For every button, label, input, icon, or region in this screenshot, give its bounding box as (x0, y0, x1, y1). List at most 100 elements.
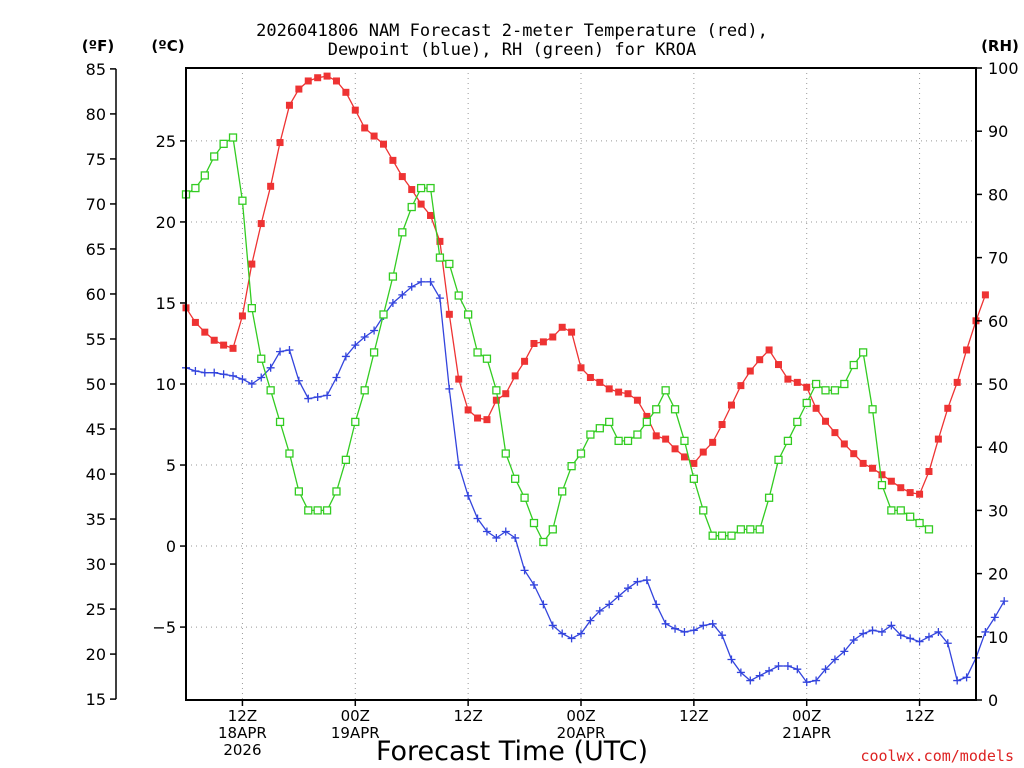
2-meter-temperature-point (925, 468, 933, 476)
dewpoint-point (887, 621, 896, 630)
celsius-tick-label: 15 (156, 294, 176, 313)
dewpoint-point (990, 613, 999, 622)
x-tick-label: 00Z (792, 707, 821, 725)
2-meter-temperature-point (737, 382, 745, 390)
fahrenheit-tick-label: 25 (86, 600, 106, 619)
rh-point (717, 531, 727, 540)
rh-point (586, 430, 595, 439)
rh-point (896, 506, 905, 515)
rh-tick-label: 90 (988, 122, 1008, 141)
rh-point (821, 386, 830, 395)
rh-point (445, 259, 454, 269)
2-meter-temperature-point (323, 72, 331, 80)
rh-point (840, 379, 849, 389)
dewpoint-point (454, 461, 463, 470)
chart-title-line-1: 2026041806 NAM Forecast 2-meter Temperat… (256, 21, 768, 41)
rh-point (539, 537, 548, 547)
2-meter-temperature-point (380, 140, 387, 148)
rh-point (614, 436, 623, 446)
fahrenheit-tick-label: 55 (86, 330, 106, 349)
dewpoint-point (247, 380, 256, 388)
dewpoint-point (633, 577, 642, 586)
x-tick-label: 12Z (679, 707, 708, 725)
dewpoint-point (558, 629, 567, 638)
2-meter-temperature-point (840, 440, 848, 448)
2-meter-temperature-point (793, 378, 801, 386)
rh-point (351, 417, 360, 427)
rh-point (915, 518, 924, 528)
rh-point (906, 512, 915, 521)
2-meter-temperature-point (474, 414, 482, 422)
2-meter-temperature-point (464, 406, 472, 414)
2-meter-temperature-point (718, 421, 726, 429)
dewpoint-point (586, 616, 595, 625)
rh-point (501, 449, 510, 458)
rh-point (623, 436, 633, 446)
dewpoint-point (830, 655, 839, 664)
rh-point (473, 348, 482, 357)
dewpoint-point (718, 631, 727, 640)
fahrenheit-tick-label: 40 (86, 465, 106, 484)
2-meter-temperature-point (238, 312, 246, 320)
dewpoint-point (614, 592, 623, 601)
rh-point (294, 487, 304, 496)
2-meter-temperature-point (267, 182, 275, 190)
2-meter-temperature-point (285, 101, 293, 109)
dewpoint-point (661, 619, 670, 628)
2-meter-temperature-point (361, 124, 369, 132)
rh-tick-label: 60 (988, 312, 1008, 331)
rh-tick-label: 10 (988, 628, 1008, 647)
2-meter-temperature-point (699, 448, 707, 456)
dewpoint-point (511, 533, 520, 542)
dewpoint-point (840, 647, 849, 656)
rh-tick-label: 50 (988, 375, 1008, 394)
dewpoint-point (1000, 597, 1009, 606)
rh-point (238, 196, 247, 205)
2-meter-temperature-point (539, 338, 547, 346)
2-meter-temperature-point (934, 435, 942, 443)
dewpoint-point (219, 370, 228, 379)
2-meter-temperature-point (210, 336, 218, 344)
fahrenheit-tick-label: 30 (86, 555, 106, 574)
rh-tick-label: 20 (988, 565, 1008, 584)
2-meter-temperature-point (549, 333, 557, 341)
rh-point (529, 518, 539, 528)
dewpoint-point (680, 627, 689, 636)
chart-title-line-2: Dewpoint (blue), RH (green) for KROA (328, 40, 696, 60)
2-meter-temperature-point (201, 328, 209, 336)
rh-point (247, 304, 256, 313)
fahrenheit-tick-label: 35 (86, 510, 106, 529)
2-meter-temperature-point (436, 237, 444, 245)
credit-text: coolwx.com/models (860, 747, 1014, 765)
2-meter-temperature-point (229, 344, 237, 352)
dewpoint-point (877, 627, 886, 636)
dewpoint-point (388, 298, 397, 307)
rh-point (708, 531, 717, 540)
x-tick-label: 19APR (331, 724, 380, 742)
dewpoint-point (332, 373, 341, 382)
dewpoint-point (417, 277, 426, 286)
dewpoint-point (708, 619, 717, 628)
dewpoint-point (229, 371, 238, 380)
fahrenheit-tick-label: 80 (86, 105, 106, 124)
dewpoint-point (548, 621, 557, 630)
dewpoint-point (501, 527, 510, 536)
dewpoint-point (285, 345, 294, 354)
axes-layer: −5 0 5 10 15 20 25 15 20 25 30 35 40 45 50 55 60 65 70 75 80… (86, 59, 1019, 759)
2-meter-temperature-point (191, 318, 199, 326)
rh-point (576, 449, 586, 458)
dewpoint-line (185, 281, 1005, 683)
rh-point (210, 152, 219, 161)
dewpoint-point (699, 621, 708, 630)
rh-tick-label: 40 (988, 438, 1008, 457)
x-tick-label: 18APR (218, 724, 267, 742)
rh-point (877, 480, 887, 490)
2-meter-temperature-point (662, 435, 670, 443)
dewpoint-point (943, 639, 952, 648)
dewpoint-point (313, 392, 322, 401)
2-meter-temperature-point (248, 260, 256, 268)
dewpoint-point (624, 584, 633, 593)
2-meter-temperature-point (633, 396, 641, 404)
dewpoint-point (962, 673, 971, 682)
dewpoint-point (774, 661, 783, 670)
